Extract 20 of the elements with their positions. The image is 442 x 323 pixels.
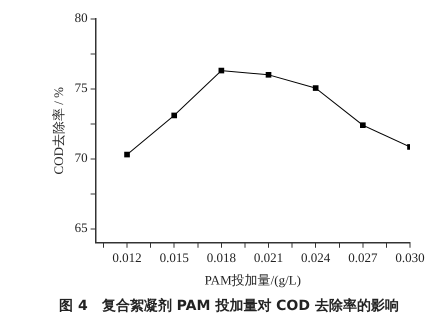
x-tick-label: 0.021 [254,250,284,266]
x-tick-label: 0.012 [112,250,142,266]
point [218,68,224,74]
x-tick-label: 0.024 [301,250,331,266]
y-axis-title: COD去除率 / % [51,86,66,174]
x-tick-label: 0.027 [348,250,378,266]
point [360,122,366,128]
point [312,85,319,91]
point [266,72,272,78]
y-tick-label: 80 [74,10,88,26]
point [124,152,130,158]
y-tick-label: 65 [74,220,88,236]
point [171,112,178,118]
x-axis-title: PAM投加量/(g/L) [204,272,301,288]
x-tick-label: 0.015 [160,250,189,266]
x-tick-label: 0.030 [395,250,425,266]
y-tick-label: 75 [74,80,88,96]
x-tick-label: 0.018 [206,250,236,266]
y-tick-label: 70 [74,150,88,166]
caption: 图 4 复合絮凝剂 PAM 投加量对 COD 去除率的影响 [58,297,400,315]
